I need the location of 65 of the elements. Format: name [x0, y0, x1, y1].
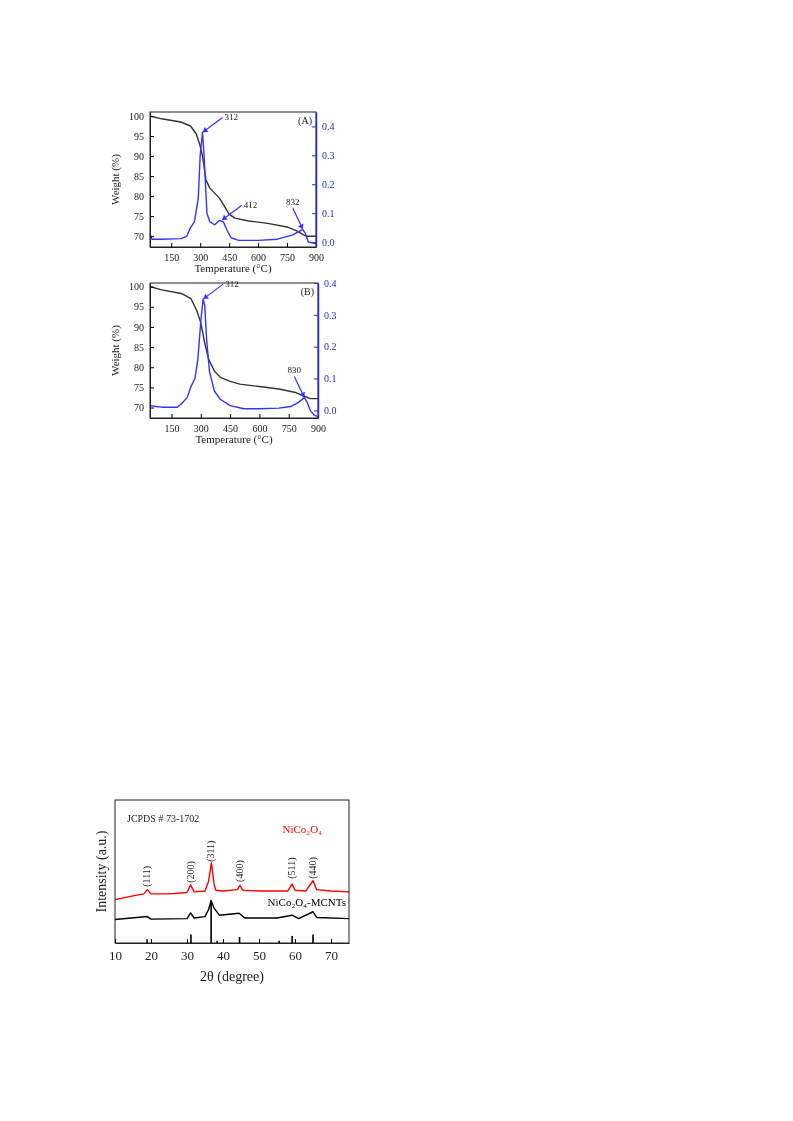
x-tick-label: 450: [222, 252, 238, 263]
text: JCPDS # 73-1702: [127, 813, 200, 824]
x-tick-label: 300: [193, 252, 209, 263]
y-tick-label: 100: [129, 110, 144, 122]
y-axis-title: Weight (%): [109, 324, 122, 376]
y-tick-label: 70: [134, 402, 144, 414]
y-tick-label: 95: [134, 130, 144, 142]
x-tick-label: 750: [281, 423, 297, 434]
x-tick-label: 40: [217, 948, 230, 964]
y-axis-title: Intensity (a.u.): [94, 830, 110, 913]
annotation: 830: [287, 365, 302, 376]
annotation: (A): [298, 115, 312, 127]
y-tick-label: 70: [134, 230, 144, 242]
y-tick-label: 100: [129, 281, 144, 293]
annotation: (111): [141, 865, 154, 887]
x-axis-title: 2θ (degree): [200, 969, 265, 985]
y2-tick-label: 0.2: [322, 178, 335, 190]
text: NiCo₂O₄: [282, 822, 323, 835]
x-axis-title: Temperature (°C): [194, 262, 272, 275]
x-tick-label: 600: [251, 252, 267, 263]
y2-tick-label: 0.3: [322, 150, 335, 162]
annotation: (200): [184, 861, 197, 883]
y2-tick-label: 0.1: [322, 207, 335, 219]
y2-tick-label: 0.3: [324, 309, 337, 321]
y-tick-label: 90: [134, 321, 144, 333]
y2-tick-label: 0.4: [324, 277, 337, 289]
annotation: 312: [224, 112, 238, 123]
y2-tick-label: 0.1: [324, 373, 337, 385]
x-tick-label: 10: [109, 948, 122, 964]
y-axis-title: Weight (%): [109, 153, 122, 205]
y2-tick-label: 0.0: [324, 405, 337, 417]
annotation: 312: [225, 279, 239, 290]
x-tick-label: 900: [309, 252, 324, 263]
annotation: (440): [307, 857, 319, 879]
y-tick-label: 85: [134, 341, 144, 353]
series-label: NiCo₂O₄-MCNTs: [267, 895, 346, 908]
x-tick-label: 900: [311, 423, 326, 434]
x-tick-label: 450: [223, 423, 239, 434]
y2-tick-label: 0.0: [322, 236, 335, 248]
annotation: 412: [243, 200, 258, 211]
annotation: (B): [300, 286, 314, 298]
x-tick-label: 30: [181, 948, 194, 964]
x-axis-title: Temperature (°C): [195, 433, 273, 446]
y-tick-label: 95: [134, 301, 144, 313]
y-tick-label: 75: [134, 382, 144, 394]
x-tick-label: 600: [252, 423, 268, 434]
y2-tick-label: 0.2: [324, 341, 337, 353]
y-tick-label: 80: [134, 361, 144, 373]
annotation: (400): [233, 860, 246, 882]
x-tick-label: 150: [164, 252, 180, 263]
x-tick-label: 750: [280, 252, 296, 263]
x-tick-label: 150: [164, 423, 180, 434]
y-tick-label: 75: [134, 210, 144, 222]
x-tick-label: 50: [253, 948, 266, 964]
annotation: (311): [205, 840, 218, 862]
y2-tick-label: 0.4: [322, 121, 335, 133]
x-tick-label: 300: [193, 423, 209, 434]
x-tick-label: 60: [289, 948, 302, 964]
y-tick-label: 90: [134, 150, 144, 162]
annotation: 832: [286, 197, 300, 208]
y-tick-label: 80: [134, 190, 144, 202]
annotation: (511): [286, 857, 299, 879]
x-tick-label: 20: [145, 948, 158, 964]
x-tick-label: 70: [325, 948, 338, 964]
y-tick-label: 85: [134, 170, 144, 182]
